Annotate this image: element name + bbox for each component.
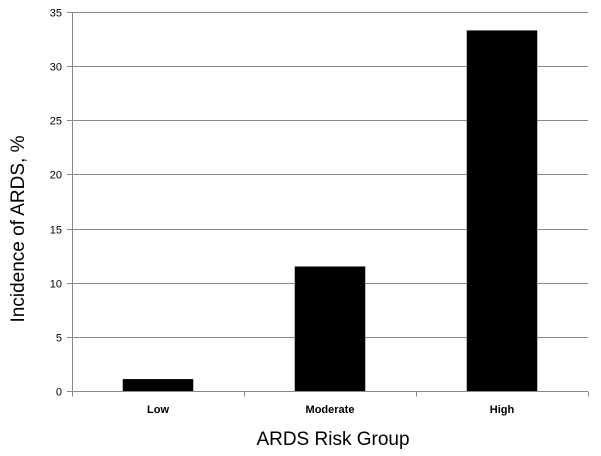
bar-high [466, 30, 538, 392]
y-tick-label-10: 10 [50, 279, 62, 291]
x-tick-label-low: Low [147, 404, 169, 416]
bar-low [122, 379, 194, 391]
y-axis-title: Incidence of ARDS, % [8, 135, 29, 322]
gridlines [72, 12, 588, 338]
axes [67, 12, 589, 397]
y-tick-label-35: 35 [50, 8, 62, 20]
bar-moderate [294, 266, 366, 391]
y-tick-label-15: 15 [50, 225, 62, 237]
x-tick-label-moderate: Moderate [306, 404, 355, 416]
y-tick-label-20: 20 [50, 170, 62, 182]
x-tick-labels: Low Moderate High [147, 404, 514, 416]
x-axis-title: ARDS Risk Group [256, 429, 409, 450]
y-tick-label-0: 0 [56, 387, 62, 399]
x-tick-label-high: High [490, 404, 515, 416]
y-tick-labels: 0 5 10 15 20 25 30 35 [50, 8, 62, 399]
bars [122, 30, 538, 392]
y-tick-label-30: 30 [50, 62, 62, 74]
y-tick-label-5: 5 [56, 333, 62, 345]
y-tick-label-25: 25 [50, 116, 62, 128]
